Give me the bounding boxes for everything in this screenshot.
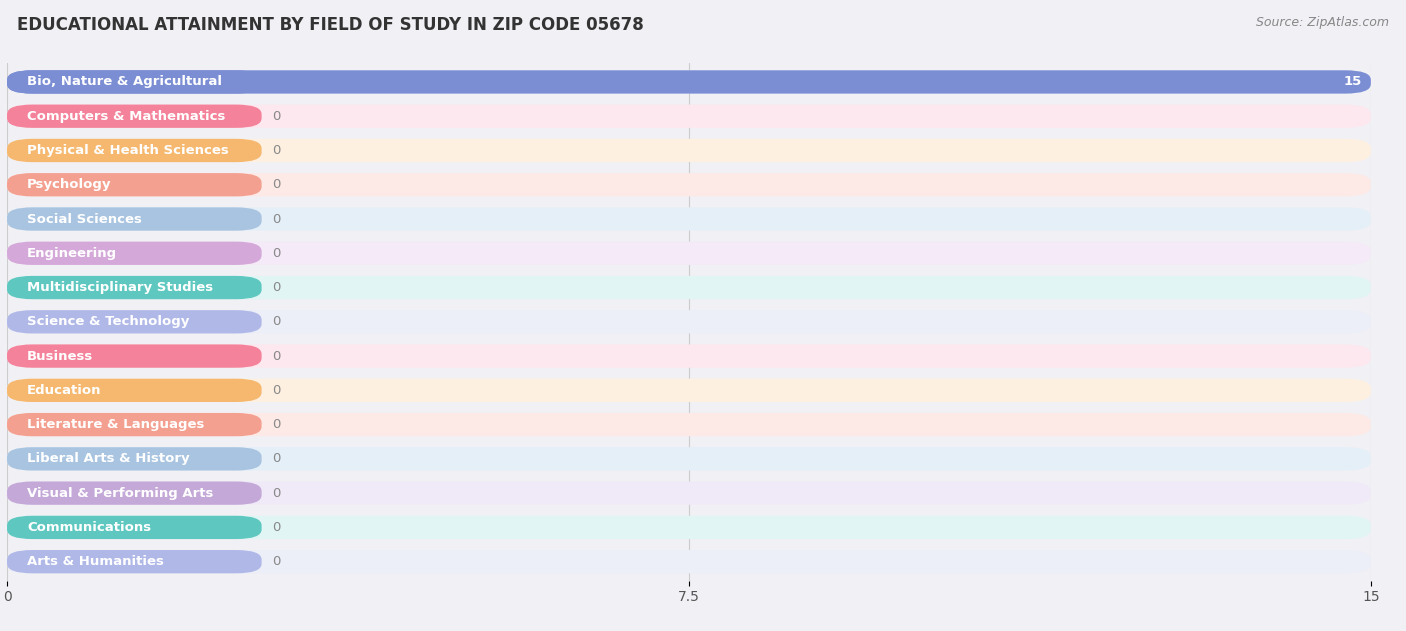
FancyBboxPatch shape xyxy=(7,242,262,265)
Text: Computers & Mathematics: Computers & Mathematics xyxy=(27,110,225,122)
FancyBboxPatch shape xyxy=(7,379,262,402)
Text: 0: 0 xyxy=(273,418,281,431)
Text: 0: 0 xyxy=(273,452,281,466)
Text: Communications: Communications xyxy=(27,521,152,534)
FancyBboxPatch shape xyxy=(7,276,1371,299)
FancyBboxPatch shape xyxy=(7,310,262,333)
FancyBboxPatch shape xyxy=(7,413,1371,436)
FancyBboxPatch shape xyxy=(7,139,1371,162)
Text: Education: Education xyxy=(27,384,101,397)
Text: 0: 0 xyxy=(273,247,281,260)
Text: 15: 15 xyxy=(1344,76,1362,88)
Text: Physical & Health Sciences: Physical & Health Sciences xyxy=(27,144,229,157)
FancyBboxPatch shape xyxy=(7,105,1371,128)
FancyBboxPatch shape xyxy=(7,550,1371,574)
Text: 0: 0 xyxy=(273,350,281,363)
FancyBboxPatch shape xyxy=(7,173,1371,196)
FancyBboxPatch shape xyxy=(7,550,262,574)
Text: EDUCATIONAL ATTAINMENT BY FIELD OF STUDY IN ZIP CODE 05678: EDUCATIONAL ATTAINMENT BY FIELD OF STUDY… xyxy=(17,16,644,34)
Text: Psychology: Psychology xyxy=(27,178,111,191)
Text: 0: 0 xyxy=(273,178,281,191)
Text: Source: ZipAtlas.com: Source: ZipAtlas.com xyxy=(1256,16,1389,29)
FancyBboxPatch shape xyxy=(7,208,1371,231)
FancyBboxPatch shape xyxy=(7,310,1371,333)
FancyBboxPatch shape xyxy=(7,516,262,539)
Text: Science & Technology: Science & Technology xyxy=(27,316,190,328)
FancyBboxPatch shape xyxy=(7,345,262,368)
FancyBboxPatch shape xyxy=(7,276,262,299)
Text: Visual & Performing Arts: Visual & Performing Arts xyxy=(27,487,214,500)
Text: 0: 0 xyxy=(273,110,281,122)
Text: 0: 0 xyxy=(273,213,281,225)
Text: Multidisciplinary Studies: Multidisciplinary Studies xyxy=(27,281,214,294)
FancyBboxPatch shape xyxy=(7,447,262,471)
FancyBboxPatch shape xyxy=(7,379,1371,402)
FancyBboxPatch shape xyxy=(7,105,262,128)
FancyBboxPatch shape xyxy=(7,139,262,162)
Text: Arts & Humanities: Arts & Humanities xyxy=(27,555,165,568)
Text: 0: 0 xyxy=(273,384,281,397)
Text: Social Sciences: Social Sciences xyxy=(27,213,142,225)
Text: Literature & Languages: Literature & Languages xyxy=(27,418,204,431)
FancyBboxPatch shape xyxy=(7,70,1371,93)
FancyBboxPatch shape xyxy=(7,208,262,231)
Text: Engineering: Engineering xyxy=(27,247,117,260)
Text: 0: 0 xyxy=(273,487,281,500)
Text: 0: 0 xyxy=(273,281,281,294)
FancyBboxPatch shape xyxy=(7,173,262,196)
Text: Business: Business xyxy=(27,350,93,363)
Text: 0: 0 xyxy=(273,521,281,534)
FancyBboxPatch shape xyxy=(7,481,1371,505)
Text: Bio, Nature & Agricultural: Bio, Nature & Agricultural xyxy=(27,76,222,88)
FancyBboxPatch shape xyxy=(7,447,1371,471)
FancyBboxPatch shape xyxy=(7,345,1371,368)
FancyBboxPatch shape xyxy=(7,413,262,436)
Text: Liberal Arts & History: Liberal Arts & History xyxy=(27,452,190,466)
FancyBboxPatch shape xyxy=(7,70,262,93)
Text: 0: 0 xyxy=(273,555,281,568)
Text: 0: 0 xyxy=(273,316,281,328)
FancyBboxPatch shape xyxy=(7,481,262,505)
Text: 0: 0 xyxy=(273,144,281,157)
FancyBboxPatch shape xyxy=(7,70,1371,93)
FancyBboxPatch shape xyxy=(7,242,1371,265)
FancyBboxPatch shape xyxy=(7,516,1371,539)
